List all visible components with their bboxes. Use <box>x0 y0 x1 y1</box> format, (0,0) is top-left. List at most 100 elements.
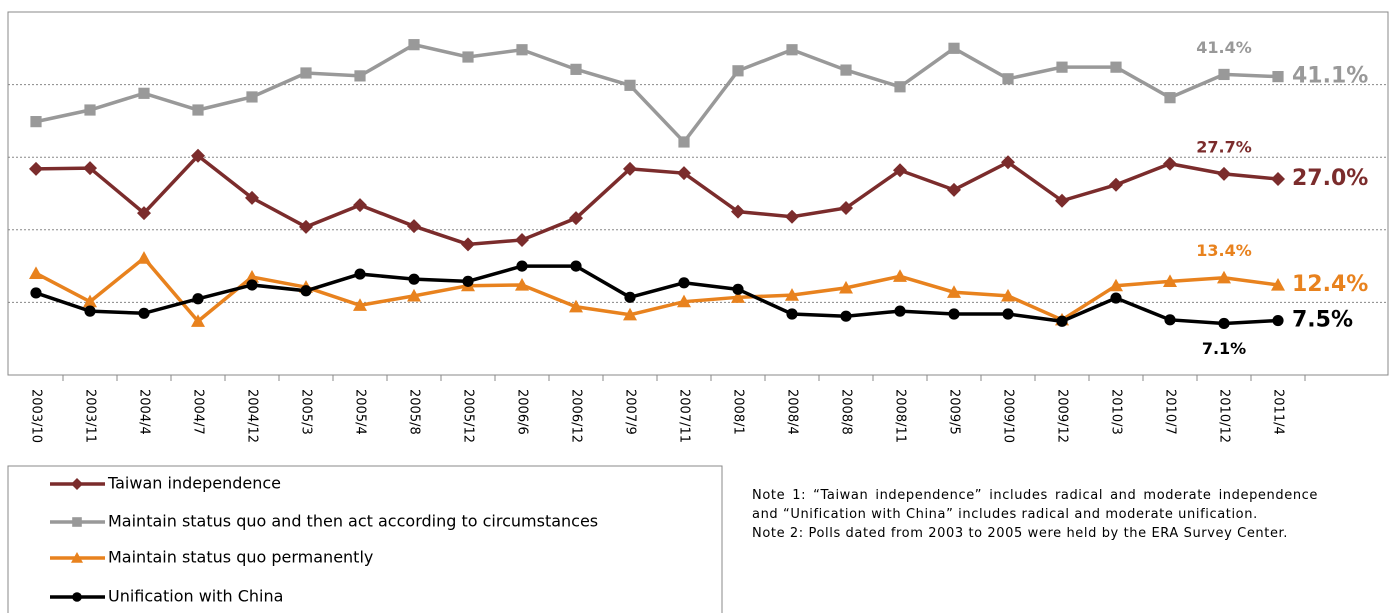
marker <box>1163 156 1177 171</box>
marker <box>138 307 150 319</box>
marker <box>1272 71 1284 83</box>
marker <box>894 81 906 93</box>
x-tick-label: 2007/9 <box>623 389 638 435</box>
value-label: 41.4% <box>1196 38 1252 57</box>
marker <box>1055 193 1069 208</box>
marker <box>1164 92 1176 104</box>
marker <box>732 283 744 295</box>
note: Note 2: Polls dated from 2003 to 2005 we… <box>752 526 1289 541</box>
x-tick-label: 2005/3 <box>299 389 314 435</box>
marker <box>354 268 366 280</box>
marker <box>407 288 421 302</box>
value-label: 27.0% <box>1292 166 1368 191</box>
value-label: 7.1% <box>1202 339 1246 358</box>
marker <box>1109 177 1123 192</box>
marker <box>677 294 691 308</box>
marker <box>137 206 151 221</box>
marker <box>678 277 690 289</box>
x-tick-label: 2010/12 <box>1217 389 1232 443</box>
marker <box>840 310 852 322</box>
marker <box>300 285 312 297</box>
marker <box>1217 270 1231 284</box>
marker <box>569 299 583 313</box>
marker <box>138 87 150 99</box>
marker <box>947 285 961 298</box>
marker <box>84 305 96 317</box>
marker <box>1110 61 1122 73</box>
marker <box>245 269 259 283</box>
marker <box>678 136 690 148</box>
marker <box>1217 166 1231 181</box>
x-tick-label: 2008/11 <box>893 389 908 443</box>
x-tick-label: 2007/11 <box>677 389 692 443</box>
x-tick-label: 2010/3 <box>1109 389 1124 435</box>
marker <box>1271 171 1285 186</box>
marker <box>246 279 258 291</box>
marker <box>948 308 960 320</box>
marker <box>1218 68 1230 81</box>
value-label: 41.1% <box>1292 64 1368 89</box>
marker <box>839 280 853 294</box>
marker <box>72 517 82 527</box>
marker <box>1056 315 1068 327</box>
marker <box>893 269 907 282</box>
series-line <box>35 264 1279 326</box>
marker <box>1002 73 1014 85</box>
marker <box>840 64 852 76</box>
marker <box>137 251 151 264</box>
marker <box>1163 274 1177 287</box>
x-tick-label: 2005/8 <box>407 389 422 435</box>
marker <box>623 161 637 176</box>
marker <box>462 275 474 287</box>
marker <box>192 104 204 116</box>
marker <box>30 116 42 128</box>
x-tick-label: 2008/8 <box>839 389 854 435</box>
marker <box>71 552 83 563</box>
marker <box>786 308 798 320</box>
marker <box>30 287 42 299</box>
x-tick-label: 2004/7 <box>191 389 206 435</box>
legend-label: Taiwan independence <box>107 474 281 493</box>
marker <box>192 293 204 305</box>
legend-label: Maintain status quo permanently <box>108 548 373 567</box>
marker <box>570 260 582 272</box>
marker <box>1056 61 1068 73</box>
marker <box>516 44 528 56</box>
marker <box>624 291 636 303</box>
marker <box>893 163 907 178</box>
marker <box>624 79 636 91</box>
marker <box>300 67 312 79</box>
value-label: 27.7% <box>1196 137 1252 156</box>
marker <box>569 211 583 226</box>
marker <box>83 161 97 176</box>
x-tick-label: 2006/6 <box>515 389 530 435</box>
x-tick-label: 2003/10 <box>29 389 44 443</box>
marker <box>785 209 799 224</box>
marker <box>353 198 367 213</box>
marker <box>299 219 313 234</box>
marker <box>353 298 367 311</box>
notes: Note 1: “Taiwan independence” includes r… <box>752 486 1318 543</box>
marker <box>245 190 259 205</box>
marker <box>947 182 961 197</box>
marker <box>1002 308 1014 320</box>
legend-label: Unification with China <box>108 587 283 606</box>
marker <box>1164 314 1176 326</box>
marker <box>948 42 960 54</box>
x-tick-label: 2009/5 <box>947 389 962 435</box>
marker <box>72 592 82 602</box>
marker <box>1109 278 1123 292</box>
marker <box>1001 155 1015 170</box>
marker <box>29 161 43 176</box>
x-tick-label: 2009/12 <box>1055 389 1070 443</box>
marker <box>83 294 97 308</box>
x-tick-label: 2003/11 <box>83 389 98 443</box>
marker <box>515 232 529 247</box>
marker <box>732 65 744 77</box>
marker <box>461 237 475 252</box>
x-tick-label: 2010/7 <box>1163 389 1178 435</box>
marker <box>191 148 205 163</box>
marker <box>408 273 420 285</box>
series-line <box>35 153 1279 247</box>
